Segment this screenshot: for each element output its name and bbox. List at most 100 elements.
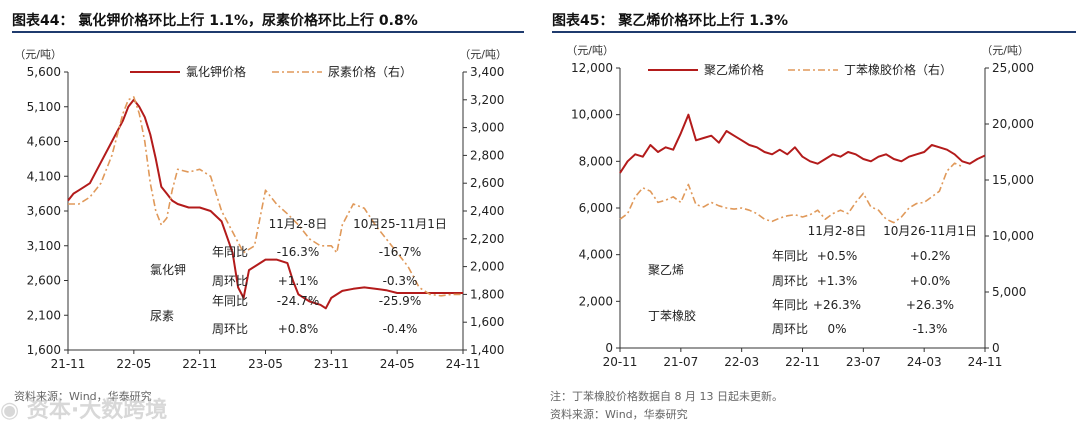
x-tick-label: 24-05 xyxy=(380,357,415,371)
right-tick-label: 2,200 xyxy=(470,232,504,246)
table-value: -0.3% xyxy=(383,274,418,288)
table-metric-label: 周环比 xyxy=(212,322,248,336)
left-tick-label: 12,000 xyxy=(571,61,613,75)
x-tick-label: 24-11 xyxy=(968,355,1003,369)
left-chart-title: 图表44： 氯化钾价格环比上行 1.1%，尿素价格环比上行 0.8% xyxy=(12,13,418,29)
left-tick-label: 3,100 xyxy=(27,239,61,253)
table-value: -16.3% xyxy=(277,245,319,259)
right-tick-label: 10,000 xyxy=(992,229,1034,243)
legend-label: 尿素价格（右） xyxy=(328,64,412,79)
table-value: +26.3% xyxy=(906,298,954,312)
left-axis-unit: （元/吨） xyxy=(566,44,614,57)
left-tick-label: 1,600 xyxy=(27,343,61,357)
right-title-rule xyxy=(552,31,1076,33)
table-metric-label: 周环比 xyxy=(772,322,808,336)
table-metric-label: 年同比 xyxy=(772,249,808,263)
right-source-text: 资料来源：Wind，华泰研究 xyxy=(550,408,688,421)
table-period-header: 11月2-8日 xyxy=(269,217,328,231)
left-tick-label: 0 xyxy=(605,341,613,355)
table-value: +0.8% xyxy=(278,322,319,336)
table-value: -24.7% xyxy=(277,294,319,308)
right-tick-label: 3,200 xyxy=(470,93,504,107)
right-tick-label: 2,400 xyxy=(470,204,504,218)
right-tick-label: 5,000 xyxy=(992,285,1026,299)
watermark-text: 资本·大数跨境 xyxy=(26,398,168,423)
left-chart-panel: 图表44： 氯化钾价格环比上行 1.1%，尿素价格环比上行 0.8% （元/吨）… xyxy=(0,0,528,428)
series-line-primary xyxy=(67,98,463,310)
table-value: 0% xyxy=(827,322,846,336)
left-tick-label: 4,600 xyxy=(27,135,61,149)
table-value: +1.1% xyxy=(278,274,319,288)
left-tick-label: 4,000 xyxy=(579,248,613,262)
x-tick-label: 24-03 xyxy=(907,355,942,369)
table-metric-label: 年同比 xyxy=(212,245,248,259)
right-tick-label: 3,400 xyxy=(470,65,504,79)
x-tick-label: 20-11 xyxy=(603,355,638,369)
x-tick-label: 22-11 xyxy=(785,355,820,369)
table-metric-label: 周环比 xyxy=(212,274,248,288)
table-value: +1.3% xyxy=(817,274,858,288)
right-note-text: 注：丁苯橡胶价格数据自 8 月 13 日起未更新。 xyxy=(550,390,783,403)
table-metric-label: 周环比 xyxy=(772,274,808,288)
table-period-header: 10月26-11月1日 xyxy=(883,224,977,238)
x-tick-label: 23-05 xyxy=(248,357,283,371)
left-tick-label: 3,600 xyxy=(27,204,61,218)
right-tick-label: 1,400 xyxy=(470,343,504,357)
right-chart-panel: 图表45： 聚乙烯价格环比上行 1.3% （元/吨） （元/吨） 12,000 10,… xyxy=(540,0,1080,428)
table-value: +0.0% xyxy=(910,274,951,288)
left-tick-label: 2,100 xyxy=(27,308,61,322)
series-line-secondary xyxy=(619,162,963,224)
x-tick-label: 23-11 xyxy=(314,357,349,371)
right-tick-label: 2,600 xyxy=(470,176,504,190)
left-title-rule xyxy=(12,31,524,33)
left-tick-label: 5,100 xyxy=(27,100,61,114)
right-tick-label: 20,000 xyxy=(992,117,1034,131)
x-tick-label: 22-11 xyxy=(182,357,217,371)
series-line-secondary xyxy=(68,96,463,297)
left-tick-label: 6,000 xyxy=(579,201,613,215)
table-value: -16.7% xyxy=(379,245,421,259)
left-axis-unit: （元/吨） xyxy=(14,48,62,61)
legend-label: 聚乙烯价格 xyxy=(704,62,764,77)
table-metric-label: 年同比 xyxy=(212,294,248,308)
x-tick-label: 23-07 xyxy=(846,355,881,369)
series-line-primary xyxy=(619,113,986,174)
table-period-header: 11月2-8日 xyxy=(808,224,867,238)
right-tick-label: 2,000 xyxy=(470,260,504,274)
table-product-label: 氯化钾 xyxy=(150,263,186,277)
table-value: +0.5% xyxy=(817,249,858,263)
right-tick-label: 15,000 xyxy=(992,173,1034,187)
right-tick-label: 25,000 xyxy=(992,61,1034,75)
table-period-header: 10月25-11月1日 xyxy=(353,217,447,231)
table-value: -0.4% xyxy=(383,322,418,336)
legend-label: 丁苯橡胶价格（右） xyxy=(844,62,952,77)
x-tick-label: 24-11 xyxy=(446,357,481,371)
table-value: -25.9% xyxy=(379,294,421,308)
watermark-logo: ◉ 资本·大数跨境 xyxy=(0,398,168,423)
left-tick-label: 5,600 xyxy=(27,65,61,79)
right-tick-label: 2,800 xyxy=(470,148,504,162)
table-product-label: 聚乙烯 xyxy=(648,263,684,277)
left-source-text: 资料来源：Wind，华泰研究 xyxy=(14,390,152,403)
left-tick-label: 2,000 xyxy=(579,294,613,308)
right-chart-svg: （元/吨） （元/吨） 12,000 10,000 8,000 6,000 4,000 2,0… xyxy=(566,44,1034,369)
left-tick-label: 4,100 xyxy=(27,169,61,183)
right-axis-unit: （元/吨） xyxy=(981,44,1029,57)
table-value: +0.2% xyxy=(910,249,951,263)
table-metric-label: 年同比 xyxy=(772,298,808,312)
legend-label: 氯化钾价格 xyxy=(186,64,246,79)
right-tick-label: 0 xyxy=(992,341,1000,355)
left-tick-label: 10,000 xyxy=(571,108,613,122)
left-tick-label: 8,000 xyxy=(579,154,613,168)
x-tick-label: 21-11 xyxy=(51,357,86,371)
table-value: +26.3% xyxy=(813,298,861,312)
x-tick-label: 21-07 xyxy=(663,355,698,369)
left-chart-svg: （元/吨） （元/吨） 5,600 5,100 4,600 4,100 3,600 3,100… xyxy=(14,48,507,371)
table-product-label: 尿素 xyxy=(150,309,174,323)
right-chart-title: 图表45： 聚乙烯价格环比上行 1.3% xyxy=(552,13,789,29)
table-product-label: 丁苯橡胶 xyxy=(648,308,696,323)
table-value: -1.3% xyxy=(913,322,948,336)
right-tick-label: 3,000 xyxy=(470,121,504,135)
right-tick-label: 1,600 xyxy=(470,315,504,329)
right-axis-unit: （元/吨） xyxy=(459,48,507,61)
